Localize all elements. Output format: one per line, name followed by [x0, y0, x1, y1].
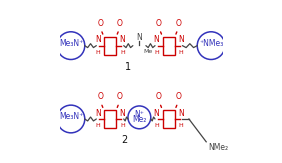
Text: O: O	[156, 92, 162, 101]
Text: H: H	[179, 123, 184, 128]
Text: Me₂: Me₂	[132, 115, 147, 124]
Text: ⁺NMe₃: ⁺NMe₃	[199, 39, 223, 48]
Text: O: O	[117, 92, 123, 101]
Text: N: N	[120, 109, 125, 118]
Text: Me₃N⁺: Me₃N⁺	[59, 112, 83, 121]
Text: H: H	[120, 50, 125, 55]
Text: H: H	[95, 50, 100, 55]
Text: N: N	[95, 109, 100, 118]
Text: O: O	[97, 92, 103, 101]
Text: Me: Me	[144, 49, 153, 54]
Text: H: H	[179, 50, 184, 55]
Text: H: H	[95, 123, 100, 128]
Text: N: N	[153, 109, 159, 118]
Text: N: N	[120, 35, 125, 44]
Text: O: O	[97, 19, 103, 28]
Text: Me₃N⁺: Me₃N⁺	[59, 39, 83, 48]
Text: N: N	[136, 33, 142, 42]
Text: N: N	[95, 35, 100, 44]
Text: O: O	[176, 92, 181, 101]
Text: NMe₂: NMe₂	[208, 143, 228, 152]
Text: N: N	[178, 109, 184, 118]
Text: O: O	[156, 19, 162, 28]
Text: N⁺: N⁺	[135, 110, 144, 119]
Text: N: N	[178, 35, 184, 44]
Text: H: H	[154, 123, 159, 128]
Text: O: O	[117, 19, 123, 28]
Text: 2: 2	[122, 135, 128, 145]
Text: H: H	[154, 50, 159, 55]
Text: 1: 1	[125, 62, 131, 72]
Text: O: O	[176, 19, 181, 28]
Text: N: N	[153, 35, 159, 44]
Text: H: H	[120, 123, 125, 128]
